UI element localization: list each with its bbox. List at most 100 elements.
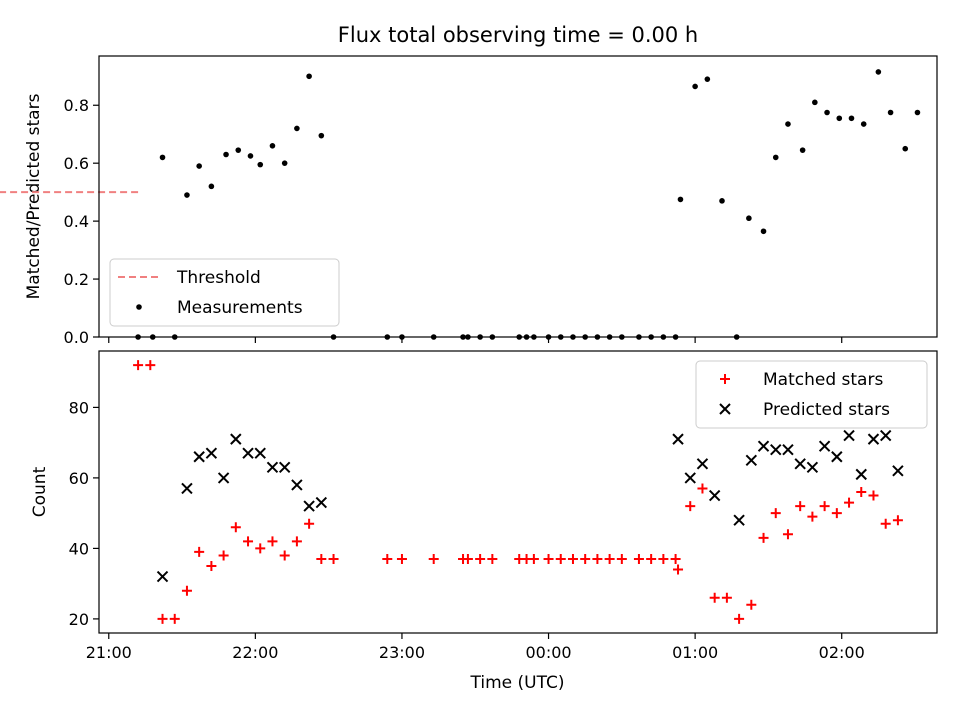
matched-point bbox=[169, 613, 180, 624]
matched-point bbox=[328, 553, 339, 564]
matched-point bbox=[133, 360, 144, 371]
predicted-point bbox=[831, 451, 843, 463]
matched-point bbox=[746, 599, 757, 610]
x-tick-label: 22:00 bbox=[232, 643, 278, 662]
predicted-point bbox=[757, 440, 770, 452]
matched-point bbox=[592, 553, 603, 564]
y-tick-label: 0.8 bbox=[64, 96, 89, 115]
matched-point bbox=[685, 501, 696, 512]
y-axis-label: Count bbox=[30, 466, 50, 517]
measurement-point bbox=[208, 183, 215, 190]
y-tick-label: 0.4 bbox=[64, 212, 89, 231]
matched-point bbox=[831, 508, 842, 519]
matched-point bbox=[279, 550, 290, 561]
predicted-point bbox=[205, 447, 218, 459]
matched-point bbox=[181, 585, 192, 596]
measurement-point bbox=[257, 161, 264, 168]
chart-title: Flux total observing time = 0.00 h bbox=[338, 23, 698, 47]
measurement-point bbox=[269, 143, 276, 149]
x-tick-label: 00:00 bbox=[525, 643, 571, 662]
predicted-point bbox=[181, 482, 193, 495]
predicted-point bbox=[217, 472, 230, 484]
y-tick-label: 60 bbox=[69, 469, 89, 488]
matched-point bbox=[819, 501, 830, 512]
matched-point bbox=[462, 553, 473, 564]
measurement-point bbox=[223, 151, 229, 158]
legend-top: Threshold Measurements bbox=[109, 258, 340, 327]
predicted-point bbox=[672, 433, 684, 445]
measurement-point bbox=[812, 99, 818, 106]
predicted-point bbox=[879, 429, 892, 442]
matched-point bbox=[243, 536, 254, 547]
measurement-point bbox=[294, 125, 300, 132]
matched-point bbox=[291, 536, 302, 547]
measurement-point bbox=[875, 69, 882, 75]
predicted-point bbox=[254, 447, 266, 459]
matched-point bbox=[267, 536, 278, 547]
y-tick-label: 40 bbox=[69, 539, 89, 558]
measurement-point bbox=[159, 154, 166, 161]
x-axis-label: Time (UTC) bbox=[470, 673, 565, 693]
legend-measurement-swatch bbox=[136, 304, 142, 310]
axes-frame bbox=[98, 55, 938, 338]
predicted-point bbox=[696, 458, 709, 470]
legend-matched-swatch bbox=[720, 374, 730, 384]
measurement-point bbox=[196, 163, 202, 169]
matched-point bbox=[396, 553, 407, 564]
measurement-point bbox=[281, 160, 288, 166]
predicted-point bbox=[193, 451, 205, 463]
matched-point bbox=[734, 613, 745, 624]
matched-point bbox=[580, 553, 591, 564]
matched-point bbox=[673, 564, 684, 575]
legend-predicted-swatch bbox=[719, 403, 731, 415]
bottom-panel: 20 40 60 80 21:00 22:00 23:00 00:00 01:00 02:00 Co… bbox=[30, 350, 938, 693]
measurement-point bbox=[247, 153, 254, 159]
measurement-point bbox=[824, 109, 830, 116]
legend-box bbox=[109, 258, 340, 327]
measurement-point bbox=[318, 132, 325, 139]
matched-point bbox=[782, 529, 793, 540]
predicted-point bbox=[315, 496, 328, 509]
predicted-point bbox=[867, 433, 880, 445]
measurement-point bbox=[772, 154, 779, 161]
measurement-point bbox=[914, 109, 921, 116]
predicted-point bbox=[745, 454, 758, 466]
measurement-point bbox=[887, 109, 894, 116]
measurement-point bbox=[860, 121, 867, 127]
predicted-point bbox=[794, 458, 806, 470]
matched-point bbox=[218, 550, 229, 561]
y-tick-label: 0.6 bbox=[64, 154, 89, 173]
predicted-point bbox=[818, 440, 831, 452]
measurement-point bbox=[692, 83, 698, 90]
matched-point bbox=[157, 613, 168, 624]
predicted-point bbox=[291, 479, 303, 491]
matched-point bbox=[230, 522, 241, 533]
predicted-point bbox=[892, 465, 904, 477]
measurement-point bbox=[848, 115, 855, 122]
y-axis-label: Matched/Predicted stars bbox=[24, 93, 44, 299]
matched-point bbox=[721, 592, 732, 603]
y-tick-label: 0.0 bbox=[64, 328, 89, 347]
predicted-point bbox=[266, 461, 279, 474]
matched-point bbox=[697, 483, 708, 494]
y-tick-label: 0.2 bbox=[64, 270, 89, 289]
measurement-point bbox=[760, 228, 767, 235]
matched-point bbox=[616, 553, 627, 564]
matched-point bbox=[709, 592, 720, 603]
matched-point bbox=[670, 553, 681, 564]
measurement-point bbox=[836, 115, 843, 122]
matched-point bbox=[528, 553, 539, 564]
matched-point bbox=[604, 553, 615, 564]
predicted-point bbox=[230, 433, 242, 445]
matched-point bbox=[807, 511, 818, 522]
predicted-point bbox=[855, 468, 867, 481]
predicted-point bbox=[156, 570, 169, 583]
matched-point bbox=[428, 553, 439, 564]
matched-point bbox=[758, 532, 769, 543]
measurement-point bbox=[799, 147, 806, 153]
predicted-point bbox=[733, 514, 745, 526]
matched-point bbox=[795, 501, 806, 512]
matched-point bbox=[856, 487, 867, 497]
top-panel: 0.0 0.2 0.4 0.6 0.8 Matched/Predicted stars Th… bbox=[0, 55, 938, 347]
